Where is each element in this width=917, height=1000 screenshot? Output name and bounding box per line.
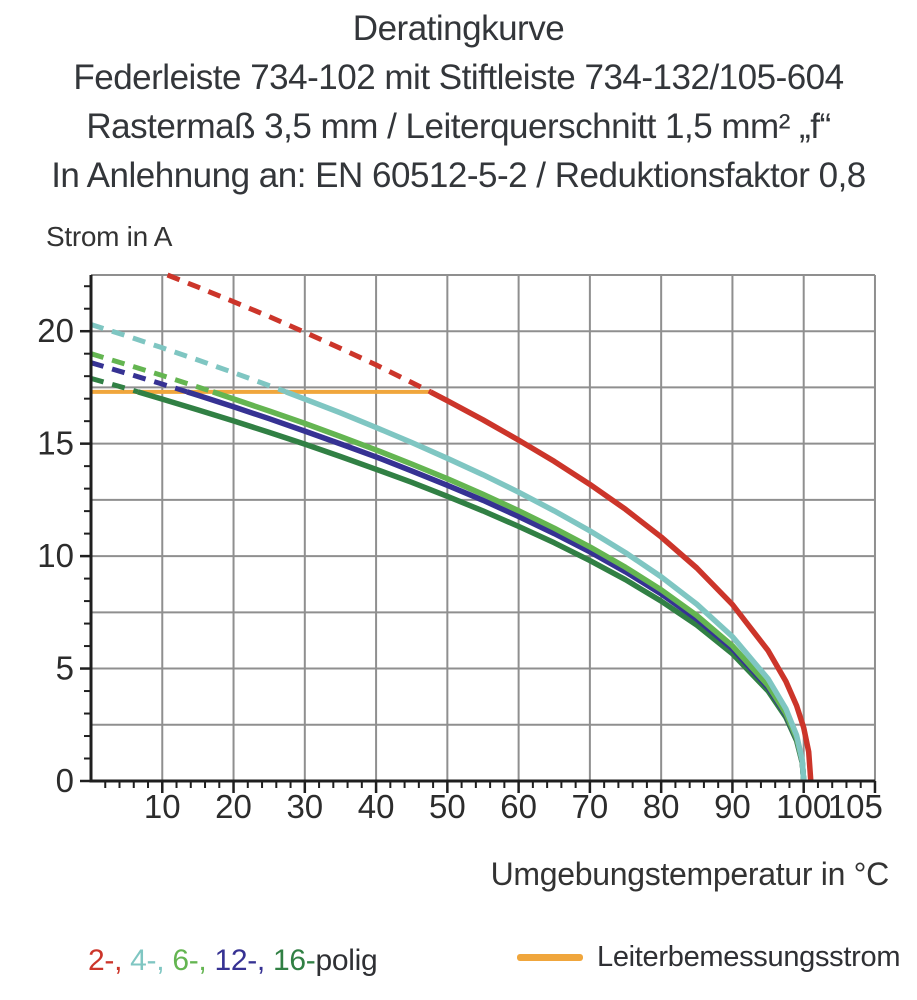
legend-pole-4: 4-,: [130, 944, 173, 977]
y-tick-label-15: 15: [37, 425, 74, 462]
subtitle-spec: Rastermaß 3,5 mm / Leiterquerschnitt 1,5…: [86, 107, 831, 146]
x-tick-label-90: 90: [714, 788, 751, 825]
poles-legend: 2-, 4-, 6-, 12-, 16-polig: [88, 944, 378, 978]
curve-dashed-4-polig: [90, 322, 287, 395]
curve-dashed-6-polig: [90, 351, 214, 395]
chart-title-block: Deratingkurve Federleiste 734-102 mit St…: [0, 4, 917, 200]
curve-dashed-2-polig: [166, 272, 432, 395]
curve-dashed-16-polig: [90, 375, 139, 395]
x-tick-label-70: 70: [572, 788, 609, 825]
legend-pole-12: 12-,: [214, 944, 273, 977]
x-tick-label-105: 105: [828, 788, 883, 825]
poles-legend-suffix-anchor: 2-, 4-, 6-, 12-, 16-: [88, 944, 316, 977]
x-tick-label-40: 40: [358, 788, 395, 825]
x-axis-title: Umgebungstemperatur in °C: [490, 856, 890, 892]
curve-4-polig: [285, 389, 807, 782]
curve-16-polig: [137, 389, 807, 782]
x-tick-label-20: 20: [215, 788, 252, 825]
rated-line-swatch: [517, 954, 583, 961]
subtitle-standard: In Anlehnung an: EN 60512-5-2 / Reduktio…: [51, 156, 866, 195]
x-tick-label-100: 100: [776, 788, 831, 825]
x-tick-label-10: 10: [144, 788, 181, 825]
y-axis-title: Strom in A: [46, 221, 173, 252]
x-tick-label-80: 80: [643, 788, 680, 825]
subtitle-product: Federleiste 734-102 mit Stiftleiste 734-…: [73, 58, 844, 97]
x-tick-label-30: 30: [286, 788, 323, 825]
rated-current-legend: Leiterbemessungsstrom: [517, 941, 900, 974]
curve-dashed-12-polig: [90, 360, 188, 395]
page-title: Deratingkurve: [352, 9, 565, 48]
y-tick-label-10: 10: [37, 537, 74, 574]
curve-2-polig: [429, 389, 814, 782]
legend-pole-2: 2-,: [88, 944, 131, 977]
x-tick-label-60: 60: [500, 788, 537, 825]
y-tick-label-20: 20: [37, 312, 74, 349]
legend-pole-6: 6-,: [172, 944, 215, 977]
y-tick-label-5: 5: [56, 650, 74, 687]
rated-line-label: Leiterbemessungsstrom: [597, 941, 901, 973]
legend-pole-16: 16-: [273, 944, 316, 977]
poles-legend-suffix: polig: [315, 944, 378, 977]
y-tick-label-0: 0: [56, 762, 74, 799]
x-tick-label-50: 50: [429, 788, 466, 825]
